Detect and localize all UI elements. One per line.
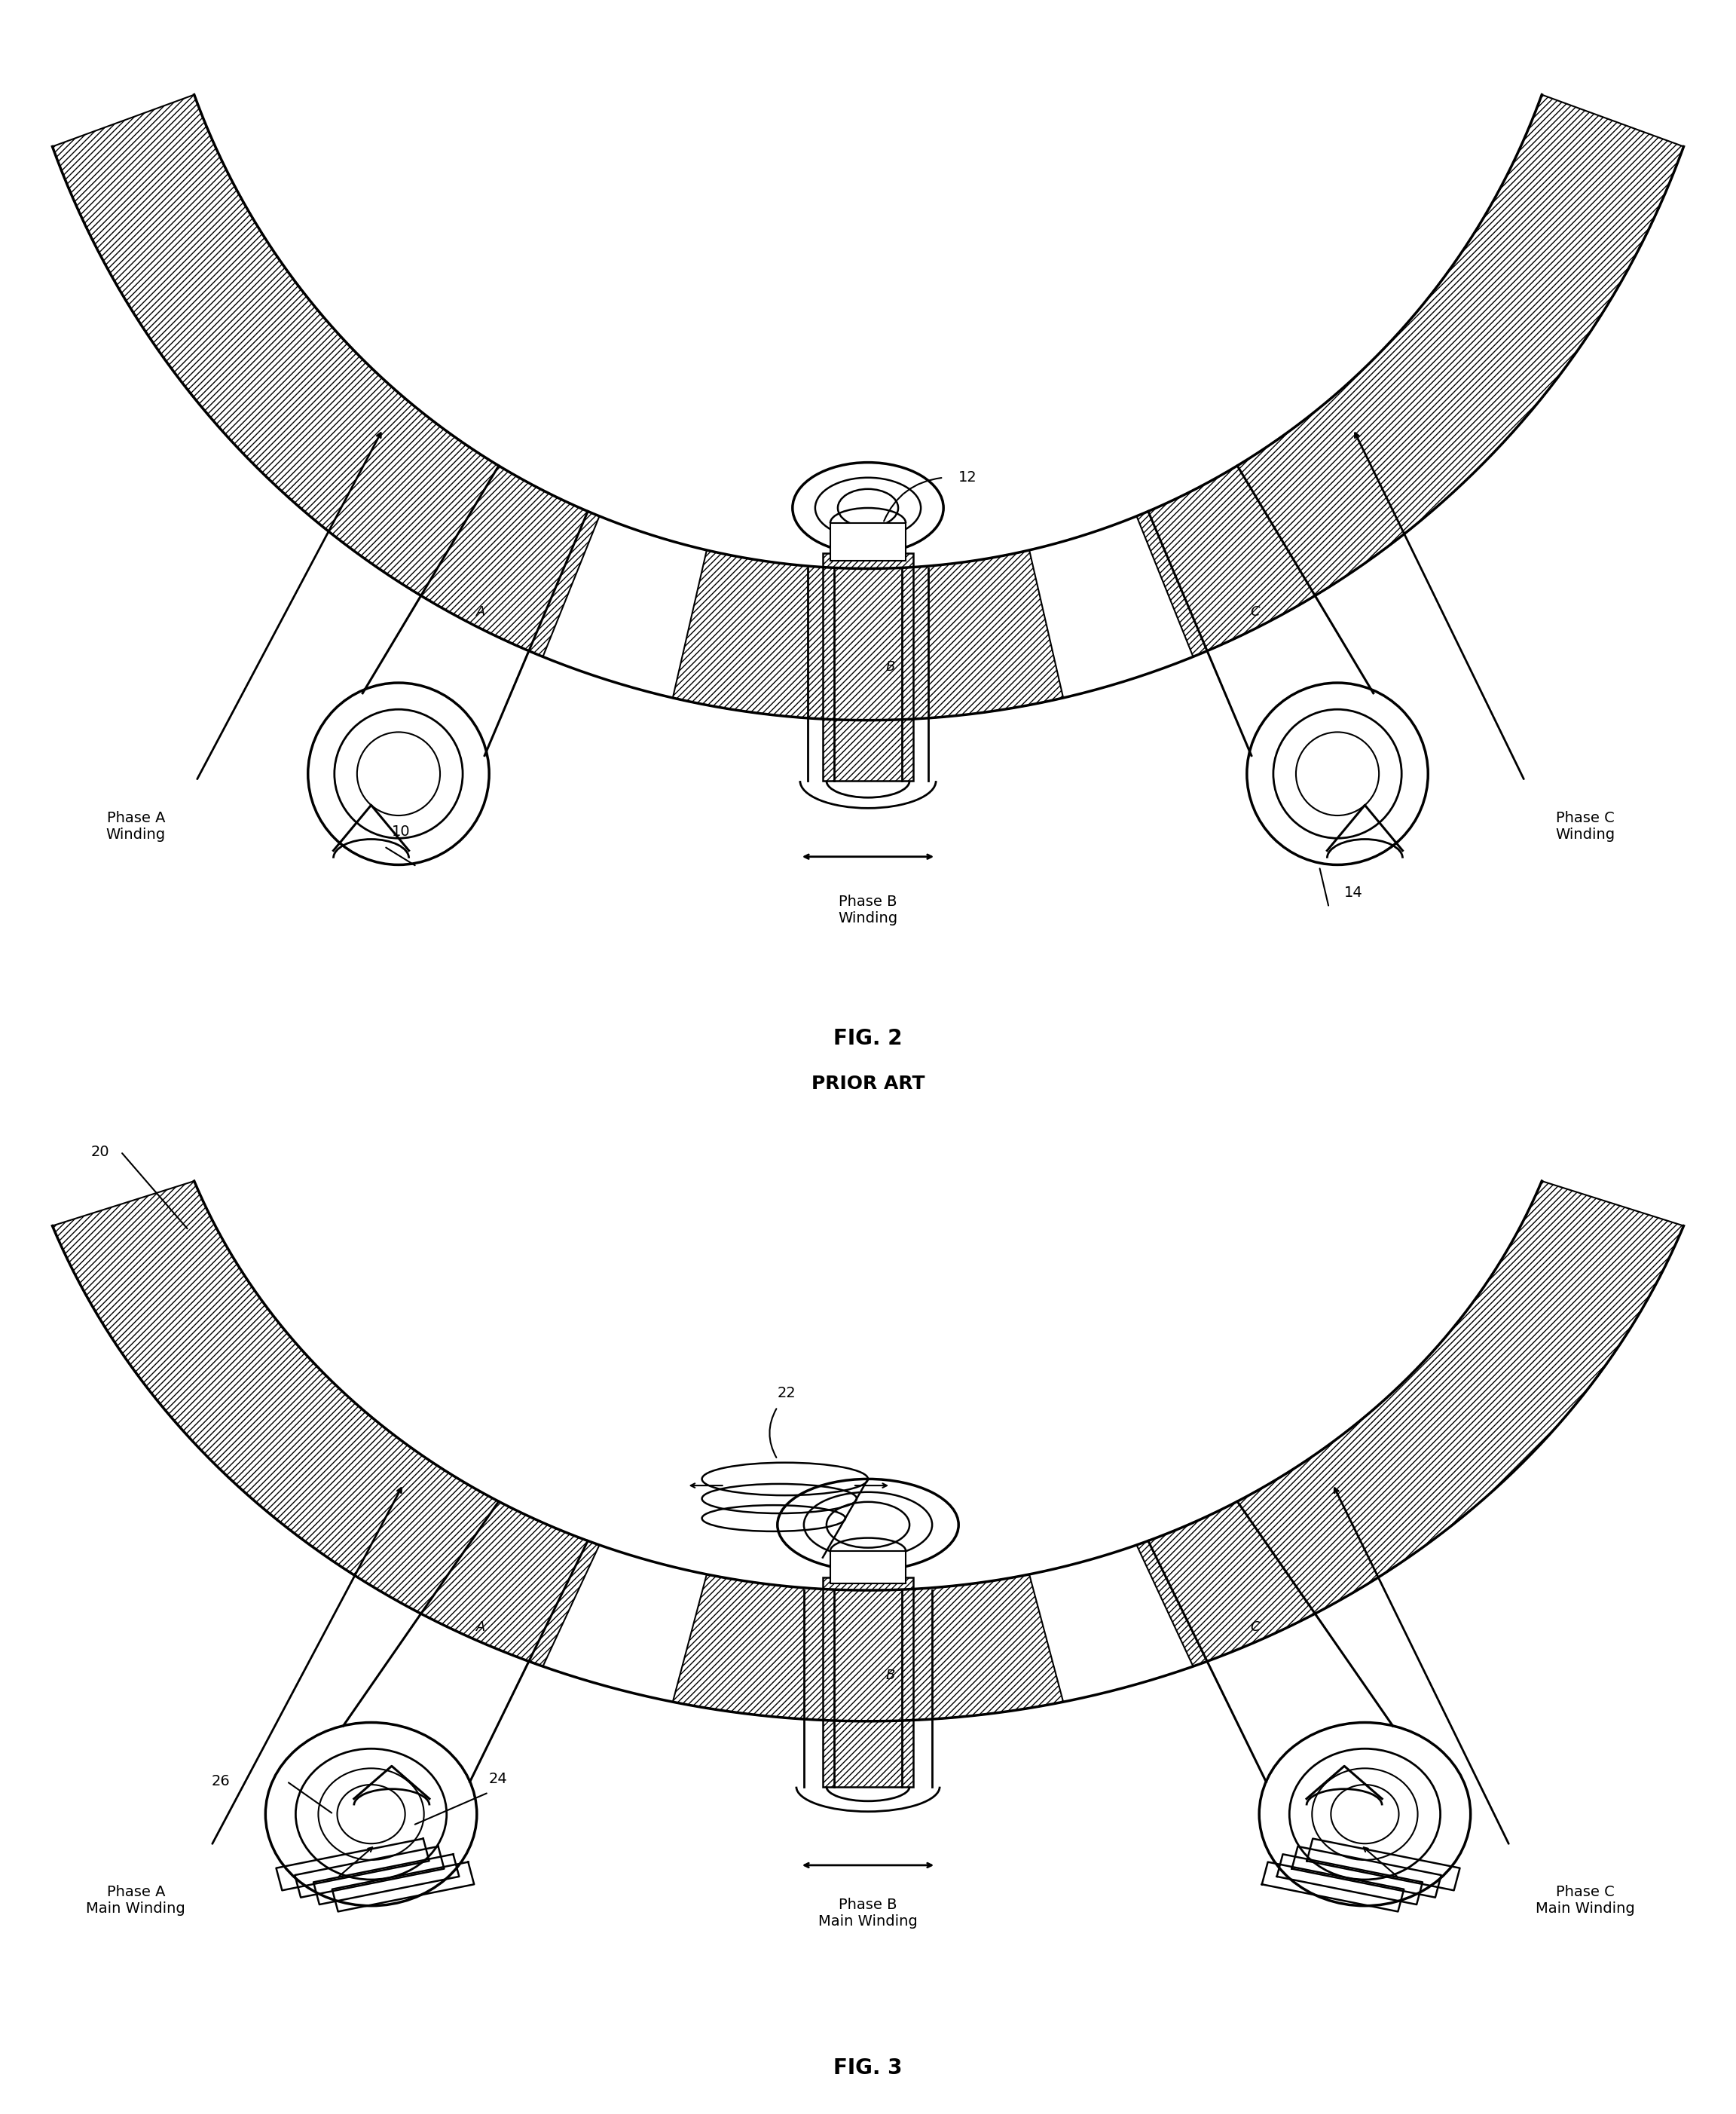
Bar — [830, 522, 906, 560]
Text: B: B — [885, 1668, 896, 1683]
Text: A: A — [476, 1621, 486, 1634]
Text: 20: 20 — [90, 1146, 109, 1158]
Text: Phase B
Winding: Phase B Winding — [838, 894, 898, 926]
Polygon shape — [52, 95, 599, 657]
Bar — [823, 554, 913, 780]
Text: Phase B
Main Winding: Phase B Main Winding — [818, 1898, 918, 1928]
Polygon shape — [674, 550, 1062, 721]
Text: FIG. 2: FIG. 2 — [833, 1027, 903, 1049]
Text: C: C — [1250, 1621, 1260, 1634]
Text: Phase A
Winding: Phase A Winding — [106, 812, 165, 841]
Polygon shape — [1137, 95, 1684, 657]
Polygon shape — [52, 1182, 599, 1666]
Polygon shape — [1137, 1182, 1684, 1666]
Bar — [830, 1552, 906, 1583]
Text: 12: 12 — [958, 471, 977, 484]
Text: 26: 26 — [212, 1774, 229, 1788]
Text: FIG. 3: FIG. 3 — [833, 2057, 903, 2078]
Text: 22: 22 — [778, 1387, 797, 1399]
Text: Phase A
Main Winding: Phase A Main Winding — [87, 1886, 186, 1915]
Text: 24: 24 — [488, 1772, 507, 1786]
Text: PRIOR ART: PRIOR ART — [811, 1076, 925, 1093]
Bar — [823, 1577, 913, 1786]
Text: Phase C
Main Winding: Phase C Main Winding — [1535, 1886, 1635, 1915]
Text: B: B — [885, 660, 896, 674]
Text: C: C — [1250, 605, 1260, 619]
Text: A: A — [476, 605, 486, 619]
Text: 10: 10 — [392, 824, 410, 839]
Text: 14: 14 — [1344, 886, 1363, 901]
Text: Phase C
Winding: Phase C Winding — [1555, 812, 1614, 841]
Polygon shape — [674, 1575, 1062, 1721]
